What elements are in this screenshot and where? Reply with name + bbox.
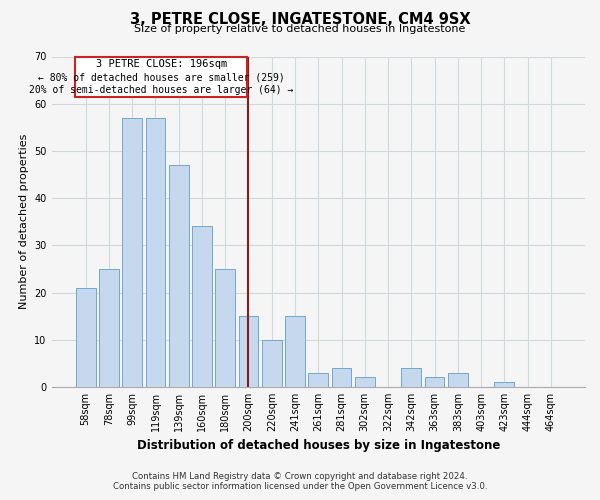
Bar — [122, 118, 142, 387]
Y-axis label: Number of detached properties: Number of detached properties — [19, 134, 29, 310]
Bar — [401, 368, 421, 387]
FancyBboxPatch shape — [75, 56, 247, 96]
Bar — [355, 378, 374, 387]
Bar — [239, 316, 259, 387]
Bar — [169, 165, 188, 387]
Bar — [448, 373, 468, 387]
Text: ← 80% of detached houses are smaller (259): ← 80% of detached houses are smaller (25… — [38, 72, 284, 83]
Bar — [332, 368, 352, 387]
Bar — [494, 382, 514, 387]
Bar — [425, 378, 445, 387]
X-axis label: Distribution of detached houses by size in Ingatestone: Distribution of detached houses by size … — [137, 440, 500, 452]
Bar — [262, 340, 281, 387]
Bar — [308, 373, 328, 387]
Bar — [146, 118, 166, 387]
Bar — [76, 288, 95, 387]
Bar — [192, 226, 212, 387]
Bar — [215, 269, 235, 387]
Text: Size of property relative to detached houses in Ingatestone: Size of property relative to detached ho… — [134, 24, 466, 34]
Text: 3 PETRE CLOSE: 196sqm: 3 PETRE CLOSE: 196sqm — [95, 58, 227, 68]
Bar — [285, 316, 305, 387]
Text: 3, PETRE CLOSE, INGATESTONE, CM4 9SX: 3, PETRE CLOSE, INGATESTONE, CM4 9SX — [130, 12, 470, 28]
Text: 20% of semi-detached houses are larger (64) →: 20% of semi-detached houses are larger (… — [29, 86, 293, 96]
Bar — [99, 269, 119, 387]
Text: Contains HM Land Registry data © Crown copyright and database right 2024.
Contai: Contains HM Land Registry data © Crown c… — [113, 472, 487, 491]
